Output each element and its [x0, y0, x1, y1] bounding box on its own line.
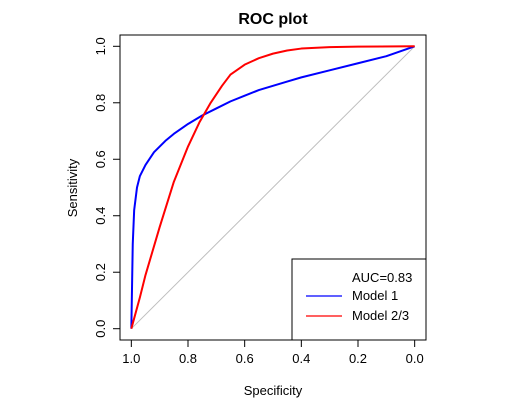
x-tick-label: 1.0	[122, 351, 140, 366]
y-tick-label: 0.4	[93, 207, 108, 225]
x-axis-label: Specificity	[244, 383, 303, 398]
x-tick-label: 0.8	[179, 351, 197, 366]
y-axis-label: Sensitivity	[65, 158, 80, 217]
x-tick-label: 0.4	[292, 351, 310, 366]
reference-line-layer	[130, 45, 416, 330]
y-tick-label: 1.0	[93, 37, 108, 55]
legend-box	[291, 258, 427, 341]
reference-diagonal-line	[130, 45, 416, 330]
x-tick-label: 0.0	[406, 351, 424, 366]
legend-label-2: Model 2/3	[352, 308, 409, 323]
series-line-1	[130, 45, 415, 329]
y-tick-label: 0.0	[93, 320, 108, 338]
y-tick-label: 0.2	[93, 263, 108, 281]
chart-title: ROC plot	[238, 11, 308, 28]
x-tick-label: 0.6	[236, 351, 254, 366]
y-tick-label: 0.8	[93, 94, 108, 112]
legend-items: Model 1 Model 2/3	[306, 288, 409, 323]
x-tick-label: 0.2	[349, 351, 367, 366]
y-tick-label: 0.6	[93, 150, 108, 168]
x-axis: 1.0 0.8 0.6 0.4 0.2 0.0	[122, 339, 424, 366]
legend-auc-text: AUC=0.83	[352, 270, 412, 285]
series-line-2	[130, 45, 415, 329]
legend: AUC=0.83 Model 1 Model 2/3	[291, 258, 427, 341]
y-axis: 0.0 0.2 0.4 0.6 0.8 1.0	[93, 37, 121, 338]
legend-label-1: Model 1	[352, 288, 398, 303]
series-layer	[130, 45, 415, 329]
